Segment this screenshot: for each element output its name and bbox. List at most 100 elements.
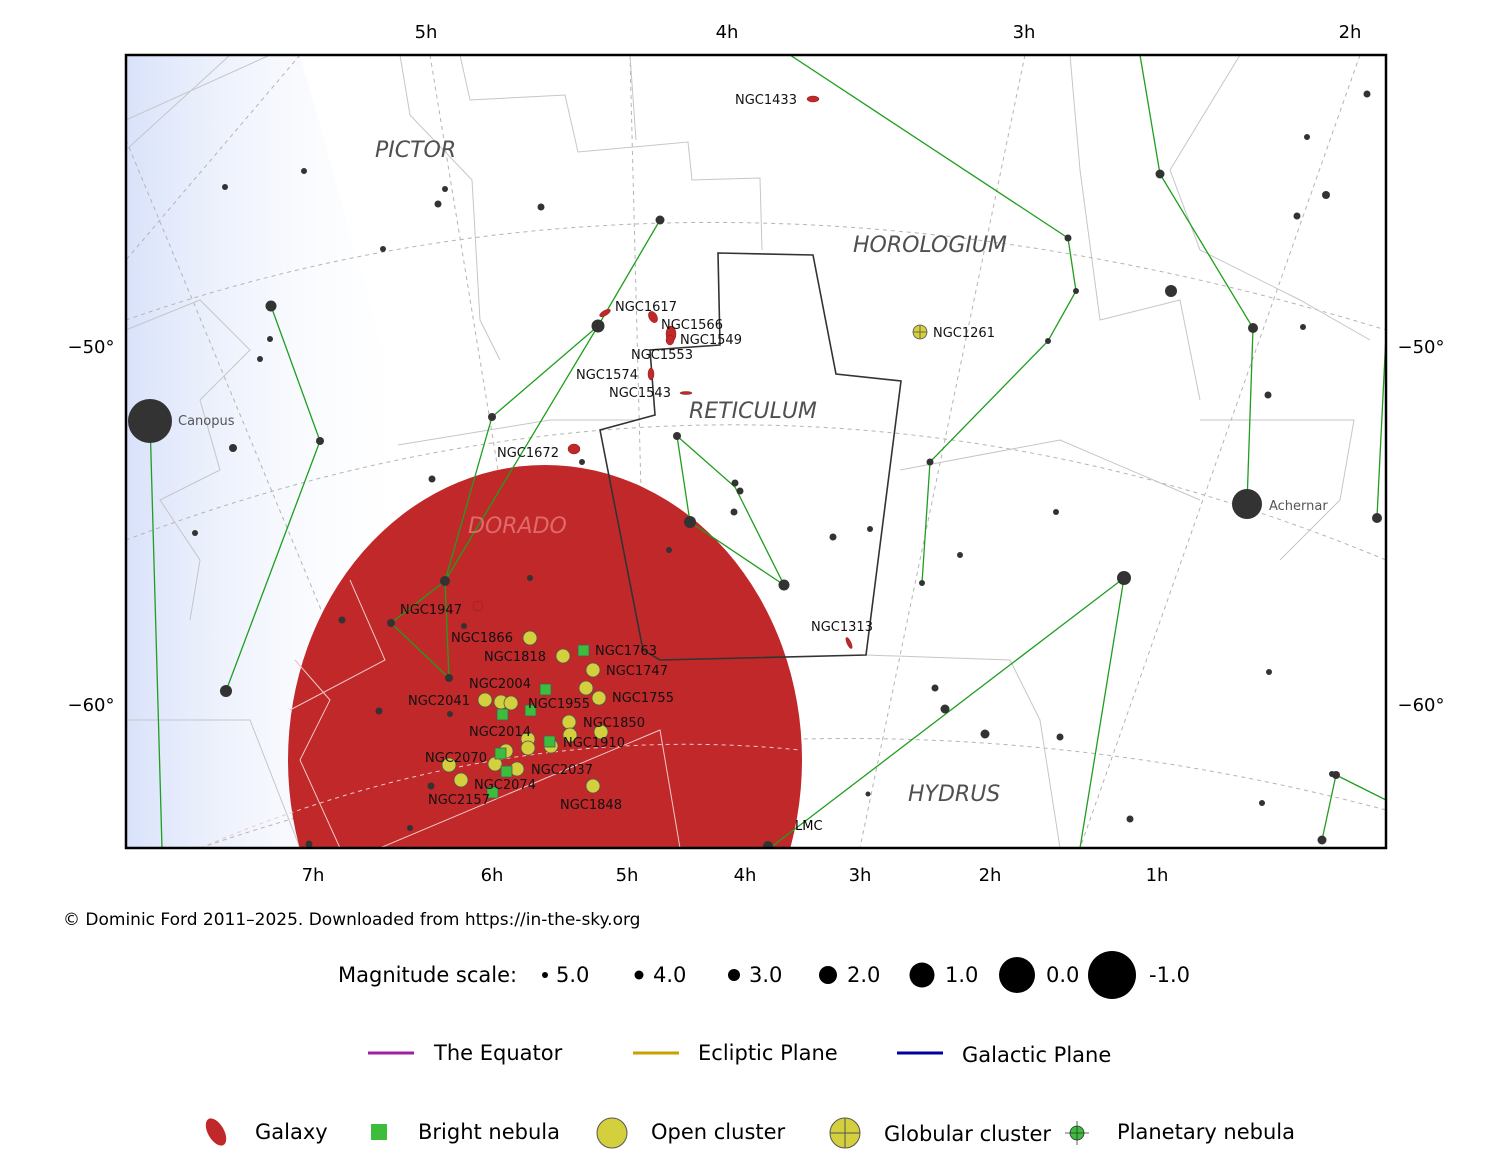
star (655, 215, 665, 225)
star (301, 168, 307, 174)
star (926, 458, 934, 466)
galaxy-marker (845, 637, 853, 649)
object-label: NGC1261 (933, 326, 995, 341)
legend-label: Planetary nebula (1117, 1120, 1295, 1144)
star (731, 479, 739, 487)
star (940, 704, 950, 714)
star (865, 791, 871, 797)
star (527, 575, 533, 581)
object-label: NGC1574 (576, 368, 638, 383)
axis-left-tick: −60° (68, 695, 115, 716)
star (445, 674, 453, 682)
axis-top-tick: 3h (1013, 22, 1036, 43)
star (1329, 771, 1335, 777)
open-cluster-marker (591, 690, 607, 706)
magnitude-value: 2.0 (847, 963, 880, 987)
magnitude-value: 4.0 (653, 963, 686, 987)
magnitude-value: 0.0 (1046, 963, 1079, 987)
galaxy-marker (472, 600, 484, 612)
star (1322, 191, 1330, 199)
star (867, 526, 873, 532)
galaxy-marker (567, 443, 581, 455)
credit-text: © Dominic Ford 2011–2025. Downloaded fro… (63, 910, 641, 930)
star (957, 552, 963, 558)
object-label: NGC2157 (428, 793, 490, 808)
axis-bottom-tick: 1h (1146, 865, 1169, 886)
object-label: NGC1672 (497, 446, 559, 461)
magnitude-dot (1088, 951, 1136, 999)
star (1126, 815, 1134, 823)
galaxy-marker (599, 309, 611, 317)
star (375, 707, 383, 715)
star (778, 579, 790, 591)
star (1053, 509, 1059, 515)
object-label: NGC1543 (609, 386, 671, 401)
star (434, 200, 442, 208)
star (1317, 835, 1327, 845)
object-label: NGC1947 (400, 603, 462, 618)
constellation-name-hydrus: HYDRUS (908, 782, 1000, 807)
star (305, 840, 313, 848)
star (338, 616, 346, 624)
star (427, 782, 435, 790)
magnitude-dot (728, 969, 740, 981)
magnitude-value: 5.0 (556, 963, 589, 987)
bright-nebula-marker (494, 747, 507, 760)
star (428, 475, 436, 483)
star (919, 580, 925, 586)
reticulum-boundary (599, 252, 902, 661)
magnitude-value: 3.0 (749, 963, 782, 987)
object-label: NGC1818 (484, 650, 546, 665)
bright-nebula-marker (577, 644, 590, 657)
open-cluster-marker (585, 662, 601, 678)
magnitude-dot (999, 957, 1035, 993)
star (442, 186, 448, 192)
object-label: NGC2014 (469, 725, 531, 740)
star (316, 437, 324, 445)
magnitude-dot (634, 970, 644, 980)
magnitude-dot (909, 962, 935, 988)
legend-label: Ecliptic Plane (698, 1041, 838, 1065)
star (1056, 733, 1064, 741)
star (980, 729, 990, 739)
magnitude-scale: Magnitude scale: 5.0 4.0 3.0 2.0 1.0 0.0… (338, 951, 1190, 999)
legend-label: Galaxy (255, 1120, 328, 1144)
chart-frame (124, 53, 1388, 850)
star-chart: PICTOR HOROLOGIUM RETICULUM DORADO HYDRU… (68, 22, 1445, 886)
star (222, 184, 228, 190)
open-cluster-marker (477, 692, 493, 708)
star (220, 685, 232, 697)
object-label: NGC1433 (735, 93, 797, 108)
object-label: NGC1910 (563, 736, 625, 751)
star (1266, 669, 1272, 675)
star (1363, 90, 1371, 98)
open-cluster-marker (585, 778, 601, 794)
galaxy-marker (665, 334, 675, 346)
object-legend: Galaxy Bright nebula Open cluster Globul… (205, 1117, 1295, 1149)
object-label: NGC1553 (631, 348, 693, 363)
star (1248, 323, 1258, 333)
star (387, 619, 395, 627)
object-label: NGC2037 (531, 763, 593, 778)
open-cluster-marker (555, 648, 571, 664)
star-label-canopus: Canopus (178, 414, 235, 429)
object-label: NGC1848 (560, 798, 622, 813)
axis-top-tick: 2h (1339, 22, 1362, 43)
star (666, 547, 672, 553)
magnitude-value: 1.0 (945, 963, 978, 987)
magnitude-scale-title: Magnitude scale: (338, 963, 517, 987)
star (1064, 234, 1072, 242)
galaxy-icon (205, 1118, 227, 1146)
magnitude-dot (542, 972, 548, 978)
object-label: NGC1850 (583, 716, 645, 731)
bright-nebula-marker (543, 735, 556, 748)
open-cluster-marker (561, 714, 577, 730)
open-cluster-marker (578, 680, 594, 696)
star (829, 533, 837, 541)
star (1264, 391, 1272, 399)
legend-label: Open cluster (651, 1120, 786, 1144)
object-label: NGC1549 (680, 333, 742, 348)
star (591, 319, 605, 333)
galaxy-marker (648, 311, 658, 323)
star (1155, 169, 1165, 179)
